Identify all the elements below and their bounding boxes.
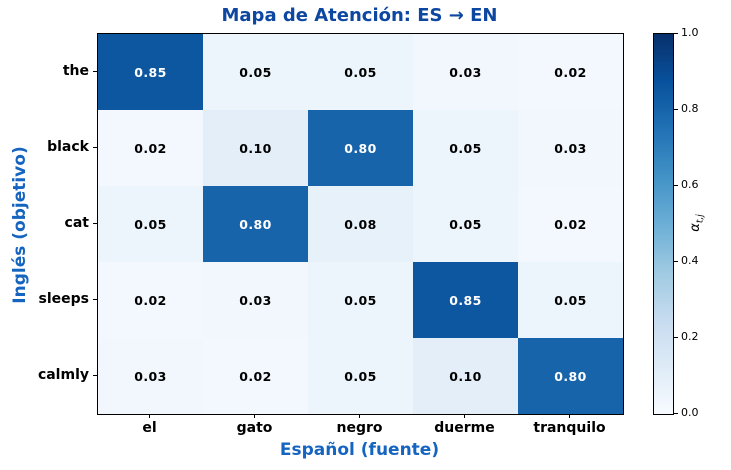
- colorbar-tick-label-0.6: 0.6: [681, 178, 699, 191]
- heatmap-cell-the-negro: 0.05: [308, 34, 413, 110]
- colorbar-tick-label-0.0: 0.0: [681, 406, 699, 419]
- axis-tick-mark: [674, 108, 678, 110]
- colorbar-tick-label-0.8: 0.8: [681, 102, 699, 115]
- axis-tick-mark: [464, 414, 465, 418]
- heatmap-cell-sleeps-tranquilo: 0.05: [518, 262, 623, 338]
- axis-tick-mark: [254, 414, 255, 418]
- x-axis-label: Español (fuente): [279, 440, 440, 460]
- x-tick-label-negro: negro: [336, 420, 383, 436]
- y-tick-label-calmly: calmly: [37, 367, 89, 383]
- colorbar-tick-label-1.0: 1.0: [681, 26, 699, 39]
- heatmap-cell-the-gato: 0.05: [203, 34, 308, 110]
- y-tick-label-cat: cat: [64, 215, 89, 231]
- x-tick-label-el: el: [142, 420, 157, 436]
- heatmap-cell-cat-el: 0.05: [98, 186, 203, 262]
- axis-tick-mark: [674, 260, 678, 262]
- axis-tick-mark: [674, 336, 678, 338]
- x-tick-label-gato: gato: [236, 420, 273, 436]
- y-tick-label-the: the: [62, 63, 89, 79]
- heatmap-cell-the-duerme: 0.03: [413, 34, 518, 110]
- axis-tick-mark: [93, 70, 97, 72]
- axis-tick-mark: [93, 222, 97, 224]
- colorbar-tick-label-0.2: 0.2: [681, 330, 699, 343]
- heatmap-cell-cat-duerme: 0.05: [413, 186, 518, 262]
- colorbar-tick-label-0.4: 0.4: [681, 254, 699, 267]
- heatmap-cell-sleeps-el: 0.02: [98, 262, 203, 338]
- heatmap-cell-sleeps-gato: 0.03: [203, 262, 308, 338]
- heatmap-cell-calmly-tranquilo: 0.80: [518, 338, 623, 414]
- heatmap-cell-calmly-el: 0.03: [98, 338, 203, 414]
- chart-title: Mapa de Atención: ES → EN: [221, 5, 498, 26]
- colorbar-label-subscript: t,j: [695, 214, 706, 224]
- axis-tick-mark: [93, 146, 97, 148]
- axis-tick-mark: [149, 414, 150, 418]
- x-tick-label-tranquilo: tranquilo: [533, 420, 606, 436]
- heatmap-cell-cat-negro: 0.08: [308, 186, 413, 262]
- heatmap-cell-black-el: 0.02: [98, 110, 203, 186]
- heatmap-cell-black-gato: 0.10: [203, 110, 308, 186]
- heatmap-cell-cat-gato: 0.80: [203, 186, 308, 262]
- axis-tick-mark: [93, 298, 97, 300]
- y-tick-label-sleeps: sleeps: [38, 291, 89, 307]
- axis-tick-mark: [674, 32, 678, 34]
- heatmap-cell-cat-tranquilo: 0.02: [518, 186, 623, 262]
- heatmap-cell-sleeps-duerme: 0.85: [413, 262, 518, 338]
- heatmap-cell-the-el: 0.85: [98, 34, 203, 110]
- colorbar: [653, 33, 674, 415]
- heatmap-plot-area: 0.85 0.05 0.05 0.03 0.02 0.02 0.10 0.80 0.05 0.03…: [97, 33, 624, 415]
- heatmap-cell-black-duerme: 0.05: [413, 110, 518, 186]
- axis-tick-mark: [93, 374, 97, 376]
- axis-tick-mark: [359, 414, 360, 418]
- heatmap-cell-black-negro: 0.80: [308, 110, 413, 186]
- colorbar-label: αt,j: [684, 193, 708, 253]
- axis-tick-mark: [674, 412, 678, 414]
- heatmap-cell-calmly-gato: 0.02: [203, 338, 308, 414]
- y-tick-label-black: black: [47, 139, 89, 155]
- axis-tick-mark: [674, 184, 678, 186]
- heatmap-cell-black-tranquilo: 0.03: [518, 110, 623, 186]
- x-tick-label-duerme: duerme: [434, 420, 495, 436]
- axis-tick-mark: [569, 414, 570, 418]
- colorbar-label-symbol: α: [688, 223, 703, 232]
- heatmap-cell-calmly-negro: 0.05: [308, 338, 413, 414]
- heatmap-cell-calmly-duerme: 0.10: [413, 338, 518, 414]
- heatmap-cell-sleeps-negro: 0.05: [308, 262, 413, 338]
- heatmap-cell-the-tranquilo: 0.02: [518, 34, 623, 110]
